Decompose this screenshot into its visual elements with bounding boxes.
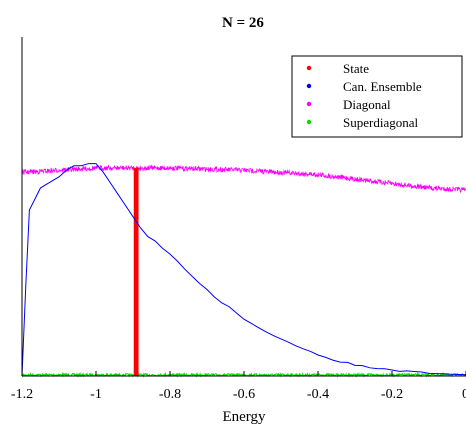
x-tick-label: -1: [90, 387, 102, 402]
legend: State Can. Ensemble Diagonal Superdiagonal: [292, 56, 462, 137]
x-tick-label: -0.8: [159, 387, 181, 402]
series-can-ensemble: [22, 164, 466, 376]
series-state: [134, 168, 139, 376]
chart-title: N = 26: [222, 15, 264, 31]
legend-marker: [307, 102, 311, 106]
x-tick-label: -1.2: [11, 387, 33, 402]
legend-label: Can. Ensemble: [343, 79, 422, 94]
x-tick-label: -0.6: [233, 387, 255, 402]
legend-marker: [307, 120, 311, 124]
legend-label: State: [343, 61, 369, 76]
legend-label: Superdiagonal: [343, 115, 418, 130]
legend-label: Diagonal: [343, 97, 391, 112]
x-tick-label: 0: [462, 387, 466, 402]
legend-marker: [307, 84, 311, 88]
x-tick-label: -0.4: [307, 387, 329, 402]
series-diagonal: [22, 166, 466, 193]
x-axis-label: Energy: [222, 409, 266, 425]
legend-marker: [307, 66, 311, 70]
x-tick-label: -0.2: [381, 387, 403, 402]
plot-area: [22, 164, 466, 377]
